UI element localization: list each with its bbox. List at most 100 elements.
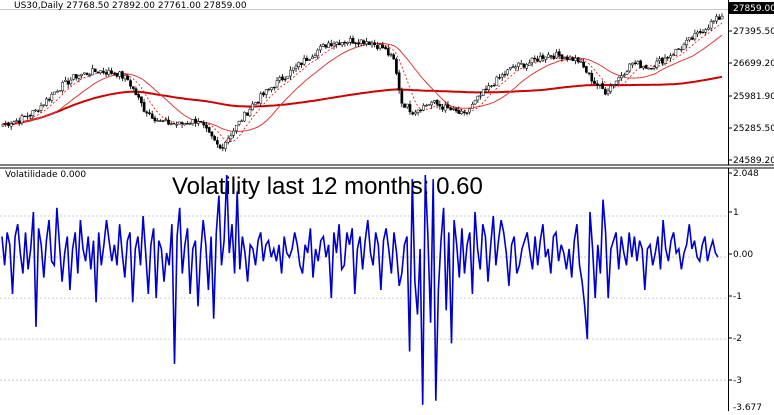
candle-body bbox=[93, 68, 97, 72]
candle-body bbox=[164, 119, 168, 121]
vol-tick-label: -2 bbox=[733, 334, 742, 344]
candle-body bbox=[446, 104, 450, 109]
candle-body bbox=[129, 80, 132, 87]
candle-body bbox=[207, 127, 211, 133]
candle bbox=[557, 48, 561, 60]
candle-body bbox=[465, 112, 469, 114]
price-tick-label: 26699.20 bbox=[733, 59, 774, 69]
candle bbox=[346, 41, 349, 46]
candle-body bbox=[712, 20, 716, 22]
candle bbox=[123, 73, 127, 82]
candle bbox=[85, 72, 89, 76]
candle-body bbox=[403, 103, 406, 108]
candle bbox=[248, 107, 252, 118]
candle-body bbox=[121, 71, 124, 79]
candle bbox=[321, 43, 325, 47]
candle bbox=[118, 70, 122, 80]
candle-body bbox=[112, 73, 116, 75]
candle-body bbox=[69, 79, 73, 84]
candle bbox=[576, 57, 580, 64]
candle-body bbox=[359, 39, 363, 44]
candle bbox=[110, 67, 113, 75]
candle-body bbox=[411, 112, 415, 115]
candle-body bbox=[603, 88, 607, 95]
candle bbox=[495, 75, 499, 86]
candle-body bbox=[530, 57, 534, 63]
candle bbox=[142, 98, 146, 113]
candle-body bbox=[148, 112, 151, 114]
candle-body bbox=[72, 74, 75, 80]
candle bbox=[305, 55, 309, 62]
candle-body bbox=[647, 67, 651, 70]
candle-body bbox=[433, 100, 436, 103]
candle-body bbox=[587, 72, 591, 74]
vol-tick-label: 2.048 bbox=[733, 169, 759, 179]
candle bbox=[39, 102, 43, 113]
candle-body bbox=[213, 136, 216, 141]
candle bbox=[462, 109, 466, 116]
candle-body bbox=[31, 110, 35, 116]
candle bbox=[159, 119, 162, 122]
candle-body bbox=[487, 85, 491, 91]
candle bbox=[438, 100, 442, 110]
candle-body bbox=[698, 30, 702, 33]
candle bbox=[658, 56, 661, 64]
candle-body bbox=[335, 41, 339, 45]
candle-body bbox=[378, 44, 382, 49]
candle-body bbox=[47, 99, 51, 101]
candle-body bbox=[544, 56, 547, 60]
candle bbox=[308, 58, 311, 61]
candle bbox=[522, 63, 526, 70]
candle bbox=[237, 120, 241, 127]
candle bbox=[240, 119, 244, 122]
candle bbox=[696, 30, 699, 38]
candle bbox=[538, 52, 542, 63]
candle bbox=[12, 120, 16, 126]
candle-body bbox=[435, 99, 439, 105]
candle-body bbox=[7, 122, 10, 126]
candle bbox=[300, 62, 303, 69]
candle-body bbox=[495, 76, 499, 86]
candle-body bbox=[492, 84, 496, 87]
candle bbox=[15, 118, 18, 123]
candle bbox=[492, 82, 496, 87]
candle-body bbox=[565, 56, 569, 60]
candle bbox=[571, 56, 575, 62]
candle-body bbox=[593, 80, 596, 84]
candle-body bbox=[506, 69, 510, 75]
candle-body bbox=[262, 92, 265, 96]
price-tick-label: 25981.90 bbox=[733, 92, 774, 102]
candle-body bbox=[4, 122, 8, 125]
candle bbox=[595, 80, 599, 90]
candle bbox=[614, 80, 618, 86]
candle-body bbox=[709, 21, 713, 29]
candle bbox=[229, 132, 233, 142]
candle-body bbox=[316, 49, 320, 57]
candle bbox=[419, 109, 423, 113]
candle bbox=[446, 101, 450, 110]
candle-body bbox=[278, 77, 282, 81]
candle-body bbox=[26, 115, 29, 118]
candle bbox=[316, 48, 320, 60]
candle-body bbox=[321, 43, 325, 47]
candle-body bbox=[327, 42, 330, 48]
candle bbox=[251, 101, 254, 111]
candle bbox=[720, 13, 724, 20]
candle bbox=[183, 123, 187, 126]
volatility-annotation: Volatility last 12 months: 0.60 bbox=[172, 173, 483, 200]
candle-body bbox=[80, 74, 84, 76]
candle bbox=[256, 101, 260, 105]
candle bbox=[484, 85, 488, 93]
candle-body bbox=[64, 79, 67, 82]
candle bbox=[574, 54, 577, 65]
candle-body bbox=[557, 51, 561, 56]
candle bbox=[688, 37, 691, 42]
candle bbox=[17, 117, 21, 126]
candle bbox=[245, 112, 249, 116]
candle-body bbox=[264, 89, 268, 95]
current-price-tag bbox=[729, 2, 774, 14]
moving-average-slow bbox=[2, 75, 723, 126]
candle-body bbox=[45, 98, 48, 106]
